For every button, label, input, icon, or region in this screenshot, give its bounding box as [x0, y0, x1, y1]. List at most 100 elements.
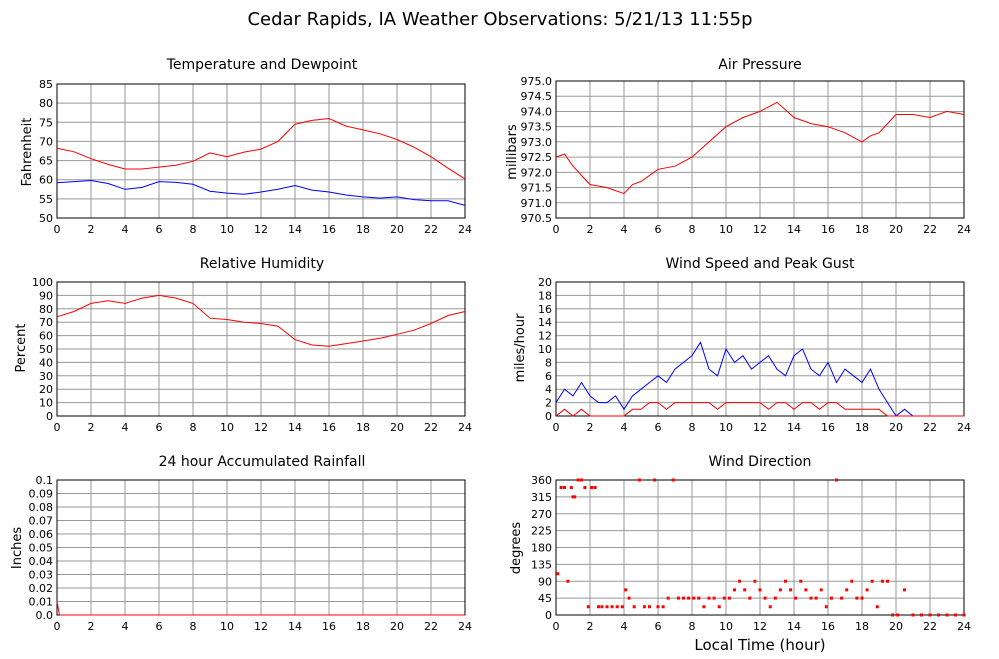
y-tick-label: 974.5 — [521, 90, 553, 103]
scatter-point — [653, 478, 657, 482]
x-tick-label: 20 — [390, 620, 404, 633]
scatter-point — [870, 579, 874, 583]
x-tick-label: 18 — [356, 223, 370, 236]
x-tick-label: 22 — [923, 620, 937, 633]
x-tick-label: 6 — [655, 620, 662, 633]
scatter-point — [794, 596, 798, 600]
x-tick-label: 2 — [88, 421, 95, 434]
x-tick-label: 14 — [787, 223, 801, 236]
y-tick-label: 20 — [538, 276, 552, 289]
x-tick-label: 0 — [54, 421, 61, 434]
x-tick-label: 0 — [553, 421, 560, 434]
y-tick-label: 45 — [538, 592, 552, 605]
y-tick-label: 12 — [538, 330, 552, 343]
scatter-point — [642, 605, 646, 609]
scatter-point — [954, 613, 957, 617]
series-line-0 — [56, 117, 466, 180]
scatter-point — [814, 596, 818, 600]
x-tick-label: 12 — [753, 223, 767, 236]
x-tick-label: 10 — [719, 620, 733, 633]
scatter-point — [624, 588, 628, 592]
x-tick-label: 12 — [753, 620, 767, 633]
y-tick-label: 18 — [538, 289, 552, 302]
y-tick-label: 0.07 — [29, 515, 54, 528]
y-tick-label: 14 — [538, 316, 552, 329]
pressure-plot-area: 0 2 4 6 8 10 12 14 16 18 20 22 24970.5971.0971.5972.… — [521, 75, 972, 236]
x-tick-label: 4 — [621, 620, 628, 633]
humidity-plot-area: 0 2 4 6 8 10 12 14 16 18 20 22 240102030405060708090… — [32, 276, 472, 434]
y-tick-label: 8 — [545, 356, 552, 369]
y-tick-label: 0.09 — [29, 488, 54, 501]
plot-frame — [555, 281, 965, 417]
y-tick-label: 0 — [545, 609, 552, 622]
series-line-0 — [56, 601, 465, 616]
scatter-point — [804, 588, 808, 592]
scatter-point — [717, 605, 721, 609]
scatter-point — [656, 605, 660, 609]
scatter-point — [615, 605, 619, 609]
scatter-point — [891, 613, 895, 617]
rainfall-plot-area: 0 2 4 6 8 10 12 14 16 18 20 22 240.00.010.020.030.04… — [29, 474, 473, 633]
y-tick-label: 0.05 — [29, 542, 54, 555]
y-tick-label: 30 — [39, 370, 53, 383]
x-tick-label: 18 — [855, 421, 869, 434]
scatter-point — [697, 596, 701, 600]
y-tick-label: 315 — [531, 491, 552, 504]
x-tick-label: 20 — [889, 421, 903, 434]
y-axis-label-humidity: Percent — [14, 324, 29, 373]
x-tick-label: 8 — [190, 223, 197, 236]
y-tick-label: 100 — [32, 276, 53, 289]
x-tick-label: 16 — [322, 223, 336, 236]
x-tick-label: 22 — [424, 223, 438, 236]
y-tick-label: 975.0 — [521, 75, 553, 88]
scatter-point — [676, 596, 680, 600]
y-tick-label: 0.04 — [29, 555, 54, 568]
x-tick-label: 16 — [322, 620, 336, 633]
scatter-point — [648, 605, 651, 609]
scatter-point — [722, 596, 726, 600]
x-tick-label: 2 — [587, 421, 594, 434]
x-tick-label: 8 — [190, 620, 197, 633]
y-tick-label: 4 — [545, 383, 552, 396]
y-tick-label: 90 — [39, 289, 53, 302]
y-tick-label: 225 — [531, 525, 552, 538]
x-tick-label: 4 — [621, 223, 628, 236]
y-axis-label-temperature: Fahrenheit — [20, 118, 35, 187]
x-tick-label: 14 — [288, 223, 302, 236]
y-tick-label: 70 — [39, 316, 53, 329]
y-tick-label: 65 — [39, 155, 53, 168]
air-pressure-panel: Air Pressure millibars 0 2 4 6 8 10 12 14 16 18 20… — [505, 57, 971, 236]
scatter-point — [840, 596, 844, 600]
x-tick-label: 22 — [424, 620, 438, 633]
scatter-point — [778, 588, 782, 592]
y-tick-label: 16 — [538, 303, 552, 316]
panel-title-temperature: Temperature and Dewpoint — [166, 57, 358, 73]
scatter-point — [824, 605, 828, 609]
y-tick-label: 55 — [39, 193, 53, 206]
x-tick-label: 14 — [787, 421, 801, 434]
scatter-point — [692, 596, 696, 600]
scatter-point — [569, 486, 573, 489]
scatter-point — [571, 495, 575, 499]
scatter-point — [563, 486, 566, 489]
x-tick-label: 6 — [655, 421, 662, 434]
x-tick-label: 16 — [821, 421, 835, 434]
scatter-point — [865, 588, 869, 592]
scatter-point — [850, 579, 854, 583]
y-tick-label: 0.0 — [36, 609, 54, 622]
y-tick-label: 0.08 — [29, 501, 54, 514]
scatter-point — [738, 579, 742, 583]
x-tick-label: 24 — [957, 223, 971, 236]
x-tick-label: 2 — [88, 620, 95, 633]
plot-frame — [555, 479, 965, 616]
x-tick-label: 10 — [220, 223, 234, 236]
series-line-0 — [56, 294, 466, 347]
y-tick-label: 0 — [46, 410, 53, 423]
x-tick-label: 4 — [621, 421, 628, 434]
x-tick-label: 8 — [190, 421, 197, 434]
scatter-point — [600, 605, 604, 609]
x-tick-label: 16 — [821, 620, 835, 633]
